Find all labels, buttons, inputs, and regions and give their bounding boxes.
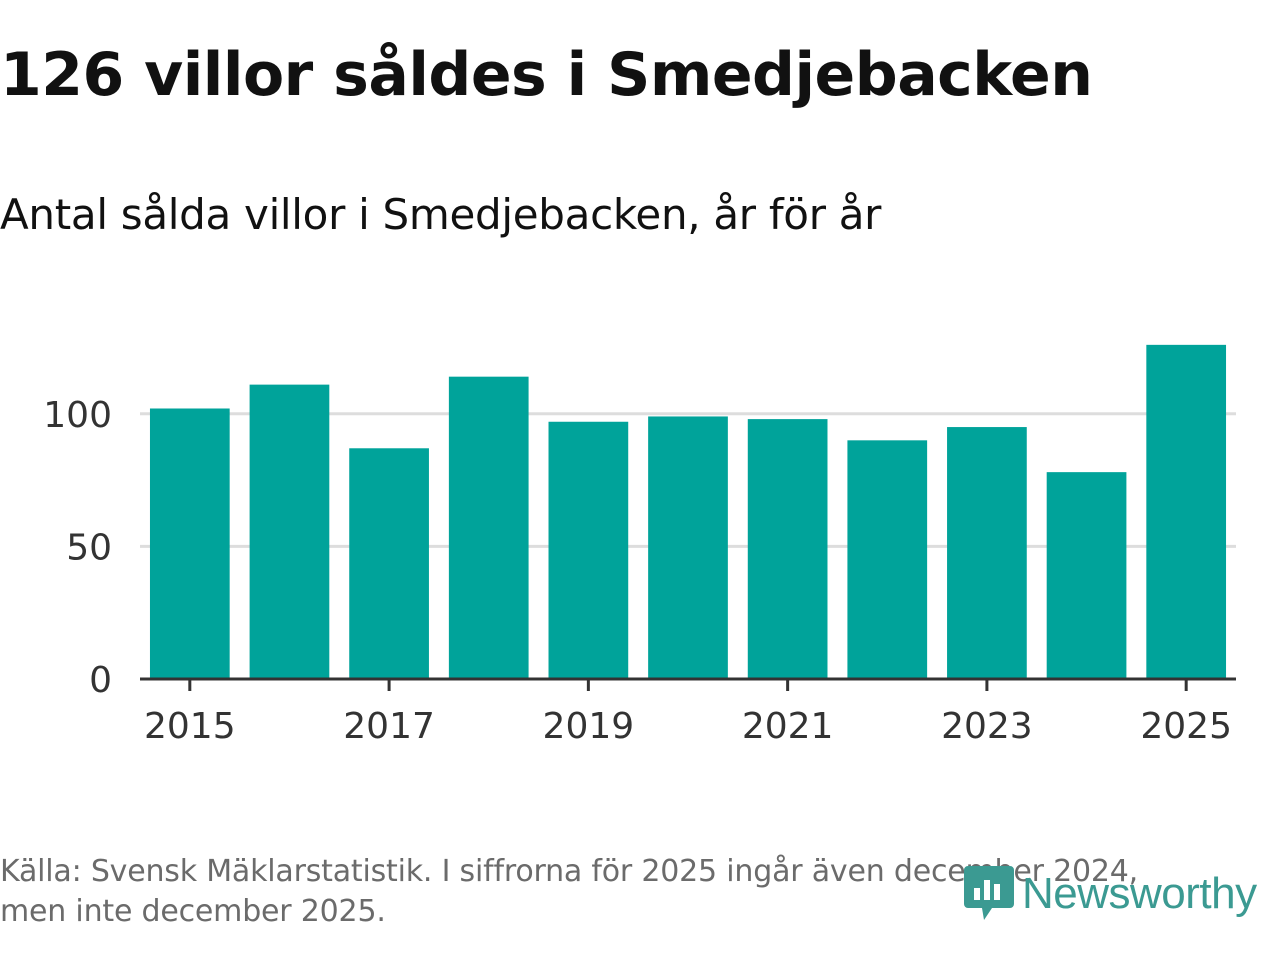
bar-2015 <box>149 408 230 679</box>
bar-2017 <box>349 448 429 679</box>
bar-2019 <box>548 421 629 679</box>
chart-title: 126 villor såldes i Smedjebacken <box>0 40 1093 110</box>
bar-2022 <box>847 440 928 679</box>
x-tick-label-2025: 2025 <box>1140 706 1232 747</box>
bar-2024 <box>1046 472 1127 679</box>
source-footnote: Källa: Svensk Mäklarstatistik. I siffror… <box>0 852 1230 932</box>
chart-subtitle: Antal sålda villor i Smedjebacken, år fö… <box>0 190 882 239</box>
bar-2021 <box>747 419 828 679</box>
newsworthy-logo: Newsworthy <box>962 858 1257 930</box>
newsworthy-logo-icon <box>964 866 1014 920</box>
x-tick-label-2015: 2015 <box>144 706 236 747</box>
footnote-line-2: men inte december 2025. <box>0 894 386 929</box>
axes: 0 50 100 2015 2017 2019 2021 2023 2025 <box>43 395 1236 747</box>
newsworthy-logo-text: Newsworthy <box>1022 869 1257 918</box>
x-tick-label-2023: 2023 <box>941 706 1033 747</box>
bar-chart: 0 50 100 2015 2017 2019 2021 2023 2025 <box>43 344 1236 747</box>
bar-2025 <box>1146 344 1227 679</box>
bar-2018 <box>448 376 529 679</box>
x-tick-label-2019: 2019 <box>543 706 635 747</box>
bar-2023 <box>947 427 1027 679</box>
bar-2020 <box>648 416 728 679</box>
bars <box>149 344 1227 679</box>
y-tick-label-100: 100 <box>43 395 112 436</box>
bar-2016 <box>249 384 330 679</box>
x-tick-label-2017: 2017 <box>343 706 435 747</box>
x-tick-label-2021: 2021 <box>742 706 834 747</box>
y-tick-label-0: 0 <box>89 660 112 701</box>
footnote-line-1: Källa: Svensk Mäklarstatistik. I siffror… <box>0 854 1139 889</box>
y-tick-label-50: 50 <box>66 527 112 568</box>
